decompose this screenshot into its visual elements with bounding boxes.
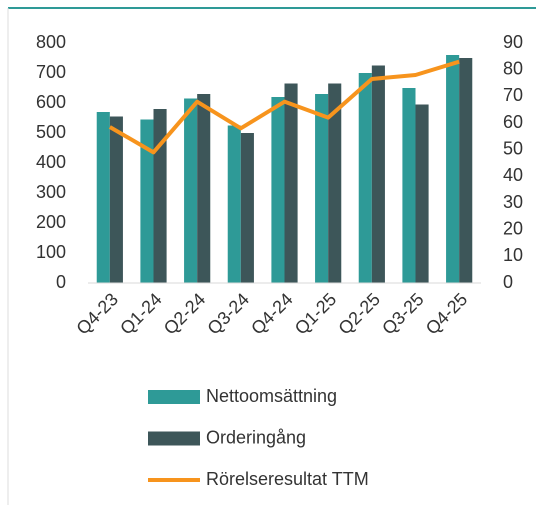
bar — [140, 119, 154, 283]
bar — [109, 116, 123, 283]
x-tick-label: Q2-25 — [335, 289, 385, 339]
bar — [96, 112, 110, 283]
y-tick-label: 0 — [56, 272, 66, 292]
y2-tick-label: 30 — [503, 192, 523, 212]
y2-tick-label: 60 — [503, 112, 523, 132]
bar — [371, 65, 385, 283]
y2-tick-label: 70 — [503, 85, 523, 105]
x-tick-label: Q3-24 — [204, 289, 254, 339]
y2-tick-label: 80 — [503, 58, 523, 78]
legend-label: Rörelseresultat TTM — [206, 469, 369, 489]
legend-label: Nettoomsättning — [206, 386, 337, 406]
bar — [315, 94, 329, 283]
y-tick-label: 600 — [36, 92, 66, 112]
x-tick-label: Q4-23 — [73, 289, 123, 339]
bar — [271, 97, 285, 283]
y2-tick-label: 90 — [503, 32, 523, 52]
y2-tick-label: 40 — [503, 165, 523, 185]
x-tick-label: Q3-25 — [378, 289, 428, 339]
y-tick-label: 100 — [36, 242, 66, 262]
bar — [197, 94, 211, 283]
bar — [227, 125, 241, 283]
y2-tick-label: 10 — [503, 245, 523, 265]
x-tick-label: Q4-24 — [247, 289, 297, 339]
bar — [402, 88, 416, 283]
bar — [184, 98, 198, 283]
x-tick-label: Q2-24 — [160, 289, 210, 339]
legend-swatch — [148, 390, 200, 404]
y2-tick-label: 0 — [503, 272, 513, 292]
bar — [446, 55, 460, 283]
y2-tick-label: 20 — [503, 218, 523, 238]
bar — [328, 83, 342, 283]
y-tick-label: 400 — [36, 152, 66, 172]
bar — [415, 104, 429, 283]
y-tick-label: 500 — [36, 122, 66, 142]
x-tick-label: Q4-25 — [422, 289, 472, 339]
legend-label: Orderingång — [206, 427, 306, 447]
bar — [153, 109, 167, 283]
bar — [284, 83, 298, 283]
y-tick-label: 800 — [36, 32, 66, 52]
y-tick-label: 300 — [36, 182, 66, 202]
y-tick-label: 200 — [36, 212, 66, 232]
bar — [459, 58, 473, 283]
y-tick-label: 700 — [36, 62, 66, 82]
legend-swatch — [148, 431, 200, 446]
bar — [358, 73, 372, 283]
x-tick-label: Q1-24 — [116, 289, 166, 339]
line — [108, 59, 460, 155]
y2-tick-label: 50 — [503, 138, 523, 158]
bar — [240, 133, 254, 283]
x-tick-label: Q1-25 — [291, 289, 341, 339]
